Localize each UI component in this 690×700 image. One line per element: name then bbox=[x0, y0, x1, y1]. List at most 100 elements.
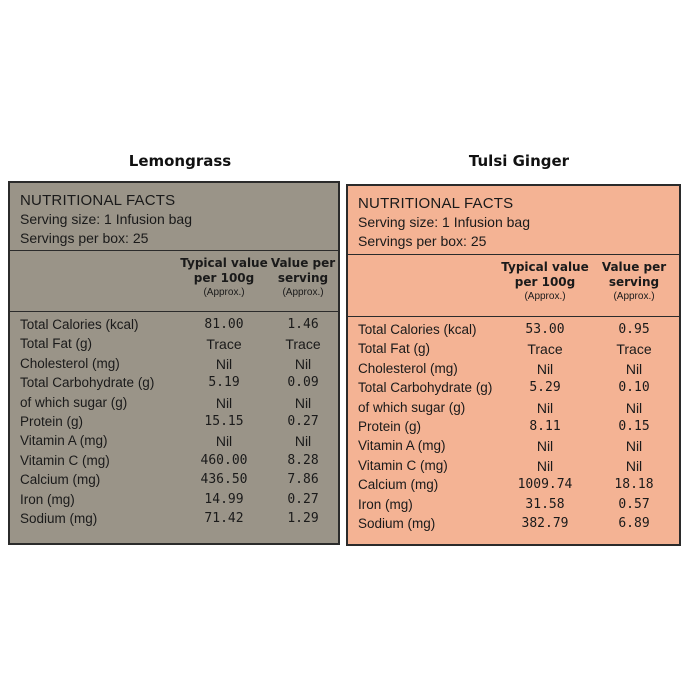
table-row: Total Calories (kcal) 53.00 0.95 bbox=[348, 322, 679, 341]
typical-value: 8.11 bbox=[529, 418, 561, 434]
table-row: Cholesterol (mg) Nil Nil bbox=[10, 356, 338, 375]
table-row: Sodium (mg) 71.42 1.29 bbox=[10, 511, 338, 530]
table-row: Total Fat (g) Trace Trace bbox=[10, 336, 338, 355]
divider bbox=[348, 254, 679, 255]
approx-note: (Approx.) bbox=[524, 291, 566, 302]
approx-note: (Approx.) bbox=[203, 287, 245, 298]
typical-value: 15.15 bbox=[204, 413, 244, 429]
approx-note: (Approx.) bbox=[282, 287, 324, 298]
typical-value: 71.42 bbox=[204, 510, 244, 526]
typical-value: 5.29 bbox=[529, 380, 561, 396]
nutrition-panel: NUTRITIONAL FACTS Serving size: 1 Infusio… bbox=[8, 181, 340, 545]
nutrient-label: Vitamin C (mg) bbox=[358, 457, 448, 473]
typical-value: 1009.74 bbox=[517, 477, 573, 493]
typical-value: 81.00 bbox=[204, 317, 244, 332]
facts-title: NUTRITIONAL FACTS bbox=[358, 195, 514, 212]
typical-value: Trace bbox=[206, 336, 242, 353]
serving-value: 0.15 bbox=[618, 418, 650, 434]
serving-value: Nil bbox=[294, 394, 312, 411]
nutrient-label: Vitamin A (mg) bbox=[20, 433, 108, 449]
serving-value: 1.46 bbox=[287, 317, 319, 332]
table-row: Total Fat (g) Trace Trace bbox=[348, 341, 679, 360]
serving-value: Nil bbox=[625, 457, 643, 474]
typical-value: Nil bbox=[536, 438, 554, 455]
nutrient-label: Total Fat (g) bbox=[20, 336, 93, 352]
nutrient-label: Cholesterol (mg) bbox=[358, 360, 458, 376]
serving-value: 7.86 bbox=[287, 472, 319, 488]
approx-note: (Approx.) bbox=[613, 291, 655, 302]
table-row: Calcium (mg) 1009.74 18.18 bbox=[348, 477, 679, 496]
typical-value: 436.50 bbox=[200, 472, 248, 488]
typical-value: Nil bbox=[536, 399, 554, 416]
column-header-typical: Typical value per 100g (Approx.) bbox=[490, 260, 600, 303]
table-row: Iron (mg) 31.58 0.57 bbox=[348, 497, 679, 516]
typical-value: Nil bbox=[215, 355, 233, 372]
table-row: Cholesterol (mg) Nil Nil bbox=[348, 361, 679, 380]
table-row: Protein (g) 15.15 0.27 bbox=[10, 414, 338, 433]
table-row: Sodium (mg) 382.79 6.89 bbox=[348, 516, 679, 535]
nutrient-table: Total Calories (kcal) 81.00 1.46 Total Fat … bbox=[10, 317, 338, 530]
divider bbox=[10, 250, 338, 251]
column-header-typical-label: Typical value per 100g bbox=[180, 256, 268, 285]
column-header-serving: Value per serving (Approx.) bbox=[594, 260, 674, 303]
table-row: of which sugar (g) Nil Nil bbox=[348, 400, 679, 419]
nutrient-label: Protein (g) bbox=[358, 418, 422, 434]
column-header-serving: Value per serving (Approx.) bbox=[263, 256, 343, 299]
typical-value: Nil bbox=[536, 360, 554, 377]
nutrient-label: Protein (g) bbox=[20, 413, 84, 429]
nutrient-label: Vitamin C (mg) bbox=[20, 452, 110, 468]
typical-value: 382.79 bbox=[521, 515, 569, 531]
table-row: Total Calories (kcal) 81.00 1.46 bbox=[10, 317, 338, 336]
divider bbox=[348, 316, 679, 317]
nutrient-label: Total Carbohydrate (g) bbox=[20, 375, 155, 391]
serving-value: 0.10 bbox=[618, 380, 650, 396]
table-row: Vitamin C (mg) Nil Nil bbox=[348, 458, 679, 477]
nutrient-label: of which sugar (g) bbox=[358, 399, 466, 415]
nutrient-label: Sodium (mg) bbox=[20, 510, 98, 526]
typical-value: 53.00 bbox=[525, 322, 565, 337]
product-title: Tulsi Ginger bbox=[468, 152, 570, 170]
serving-value: 0.27 bbox=[287, 491, 319, 507]
servings-per-box: Servings per box: 25 bbox=[20, 230, 149, 246]
table-row: Protein (g) 8.11 0.15 bbox=[348, 419, 679, 438]
serving-value: Trace bbox=[616, 341, 652, 358]
table-row: of which sugar (g) Nil Nil bbox=[10, 395, 338, 414]
typical-value: Nil bbox=[215, 433, 233, 450]
nutrient-label: Iron (mg) bbox=[358, 496, 413, 512]
serving-value: Nil bbox=[294, 433, 312, 450]
nutrition-panel: NUTRITIONAL FACTS Serving size: 1 Infusio… bbox=[346, 184, 681, 546]
serving-value: 0.09 bbox=[287, 375, 319, 391]
nutrient-label: Total Calories (kcal) bbox=[358, 322, 477, 337]
nutrient-label: Total Carbohydrate (g) bbox=[358, 380, 493, 396]
nutrient-label: of which sugar (g) bbox=[20, 394, 128, 410]
column-header-serving-label: Value per serving bbox=[601, 260, 667, 289]
table-row: Total Carbohydrate (g) 5.29 0.10 bbox=[348, 380, 679, 399]
column-header-typical-label: Typical value per 100g bbox=[501, 260, 589, 289]
serving-size: Serving size: 1 Infusion bag bbox=[358, 214, 530, 230]
typical-value: Nil bbox=[215, 394, 233, 411]
nutrient-label: Calcium (mg) bbox=[358, 477, 439, 493]
typical-value: 5.19 bbox=[208, 375, 240, 391]
facts-title: NUTRITIONAL FACTS bbox=[20, 192, 176, 209]
serving-value: Trace bbox=[285, 336, 321, 353]
table-row: Vitamin A (mg) Nil Nil bbox=[348, 438, 679, 457]
typical-value: 31.58 bbox=[525, 496, 565, 512]
serving-value: Nil bbox=[294, 355, 312, 372]
table-row: Vitamin C (mg) 460.00 8.28 bbox=[10, 453, 338, 472]
typical-value: Trace bbox=[527, 341, 563, 358]
column-header-typical: Typical value per 100g (Approx.) bbox=[169, 256, 279, 299]
table-row: Total Carbohydrate (g) 5.19 0.09 bbox=[10, 375, 338, 394]
nutrient-label: Cholesterol (mg) bbox=[20, 355, 120, 371]
nutrient-table: Total Calories (kcal) 53.00 0.95 Total Fat … bbox=[348, 322, 679, 535]
nutrient-label: Total Calories (kcal) bbox=[20, 317, 139, 332]
typical-value: 14.99 bbox=[204, 491, 244, 507]
table-row: Iron (mg) 14.99 0.27 bbox=[10, 492, 338, 511]
serving-value: Nil bbox=[625, 438, 643, 455]
nutrient-label: Vitamin A (mg) bbox=[358, 438, 446, 454]
serving-value: 8.28 bbox=[287, 452, 319, 468]
panel-header: NUTRITIONAL FACTS Serving size: 1 Infusio… bbox=[20, 191, 192, 248]
serving-value: 18.18 bbox=[614, 477, 654, 493]
nutrient-label: Calcium (mg) bbox=[20, 472, 101, 488]
typical-value: 460.00 bbox=[200, 452, 248, 468]
serving-size: Serving size: 1 Infusion bag bbox=[20, 211, 192, 227]
